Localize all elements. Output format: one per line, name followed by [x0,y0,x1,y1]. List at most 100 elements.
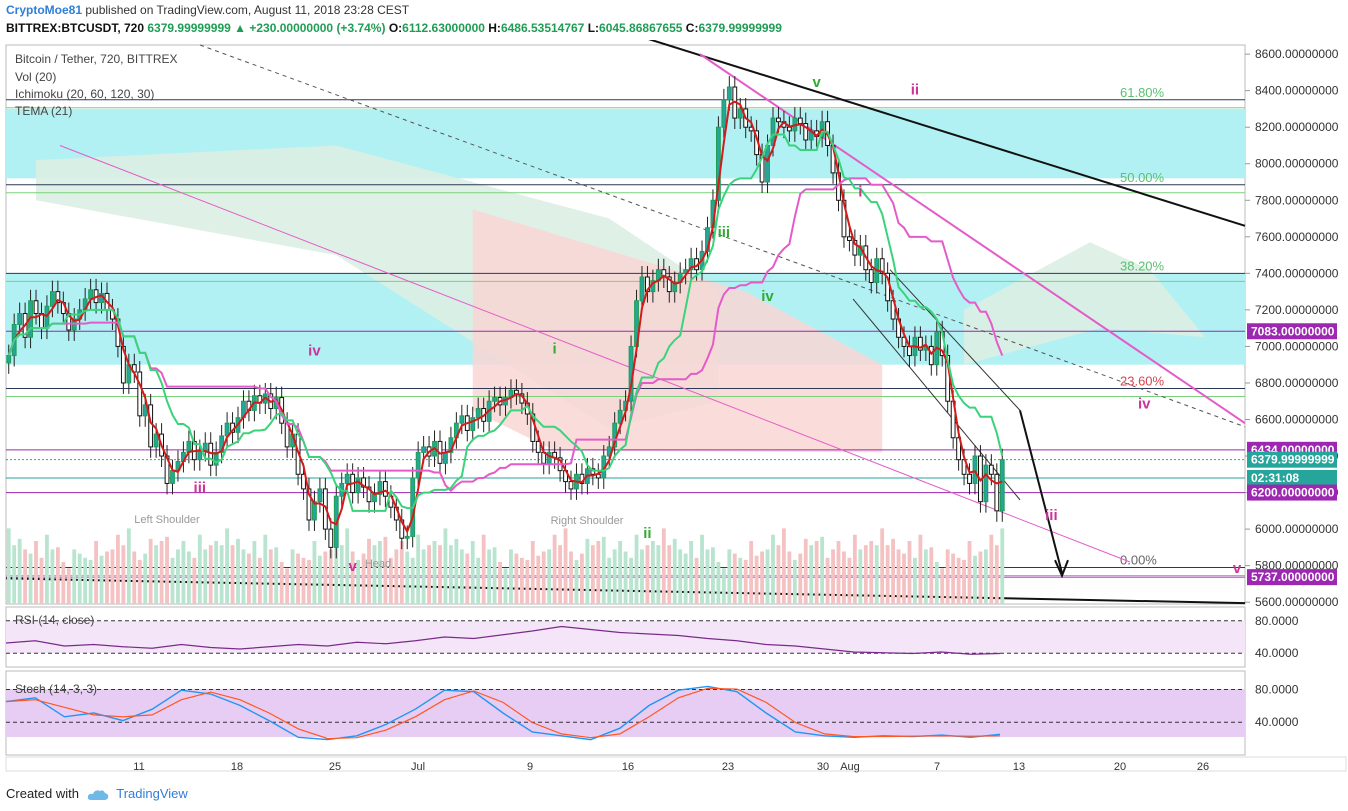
volume-bar [563,528,568,604]
pink-trendline [699,53,1246,424]
candle [88,289,94,300]
volume-bar [831,549,835,604]
volume-bar [519,557,524,604]
last-price: 6379.99999999 [147,21,231,35]
candle [317,488,323,503]
volume-bar [951,553,956,604]
volume-bar [39,557,44,604]
price-tag-label: 6200.00000000 [1251,486,1335,500]
candle [137,371,143,417]
legend-tema: TEMA (21) [15,104,73,118]
volume-bar [481,534,486,604]
pattern-annotation: Right Shoulder [551,515,624,527]
tradingview-brand-link[interactable]: TradingView [116,786,188,801]
volume-bar [678,549,683,604]
volume-bar [945,549,950,604]
tradingview-cloud-icon [87,789,108,800]
volume-bar [902,553,906,604]
volume-bar [983,549,988,604]
candle [568,481,574,490]
volume-bar [12,545,17,604]
volume-bar [765,549,770,604]
candle [443,451,448,464]
tema-line [7,100,1003,534]
candle [404,535,410,539]
candle [377,481,383,495]
volume-bar [825,557,830,604]
volume-bar [345,528,350,604]
volume-bar [814,541,819,604]
volume-bar [667,545,672,604]
volume-bar [694,557,699,604]
volume-bar [443,528,448,604]
price-chart[interactable]: 8600.00000000 8400.00000000 8200.00000000 8… [0,40,1348,775]
volume-bar [66,568,71,604]
volume-bar [547,549,552,604]
volume-bar [339,545,344,604]
volume-bar [290,549,295,604]
volume-bar [973,555,977,604]
volume-bar [186,551,191,604]
volume-bar [247,553,251,604]
candle [972,455,978,484]
volume-bar [165,536,169,604]
volume-bar [743,559,748,604]
candle [33,300,39,315]
low-value: 6045.86867655 [599,21,683,35]
volume-bar [929,547,934,604]
publish-line: CryptoMoe81 published on TradingView.com… [6,3,409,17]
volume-bar [574,559,579,604]
rsi-level-label: 40.0000 [1255,646,1299,660]
high-value: 6486.53514767 [500,21,585,35]
volume-bar [50,549,55,604]
x-tick-label: Aug [840,761,860,773]
resistance-trendline [648,40,1246,227]
volume-bar [640,549,644,604]
elliott-wave-label: v [348,558,357,575]
candle [344,473,350,484]
volume-bar [143,553,148,604]
volume-bar [650,541,655,604]
volume-bar [132,551,137,604]
price-tag-box [1247,484,1337,501]
candle [847,236,852,241]
volume-bar [852,534,857,604]
volume-bar [940,568,945,604]
author-name[interactable]: CryptoMoe81 [6,3,83,17]
volume-bar [956,557,961,604]
price-tag-box [1247,451,1337,468]
candle [999,459,1005,512]
x-tick-label: 25 [329,761,341,773]
volume-bar [689,541,694,604]
volume-bar [514,553,519,604]
volume-bar [137,559,142,604]
volume-bar [399,541,404,604]
volume-bar [623,551,628,604]
volume-bar [203,549,208,604]
created-with-label: Created with [6,786,79,801]
volume-bar [383,536,388,604]
volume-bar [672,538,677,604]
volume-bar [263,534,268,604]
x-tick-label: 18 [231,761,243,773]
volume-bar [498,562,502,604]
candle [421,446,427,453]
volume-bar [465,553,470,604]
candle [901,336,907,347]
legend-rsi: RSI (14, close) [15,613,95,627]
volume-bar [279,562,284,604]
candle [492,397,497,402]
pattern-annotation: Head [365,558,391,570]
ichimoku-tenkan-line [7,130,1004,512]
volume-bar [803,538,808,604]
candle [666,276,672,293]
fib-label: 61.80% [1120,85,1165,100]
volume-bar [334,534,339,604]
volume-bar [558,545,563,604]
volume-bar [885,545,890,604]
elliott-wave-label: ii [643,525,651,542]
elliott-wave-label: iii [1045,507,1058,524]
volume-bar [83,557,88,604]
volume-bar [880,528,885,604]
candle [197,450,203,461]
